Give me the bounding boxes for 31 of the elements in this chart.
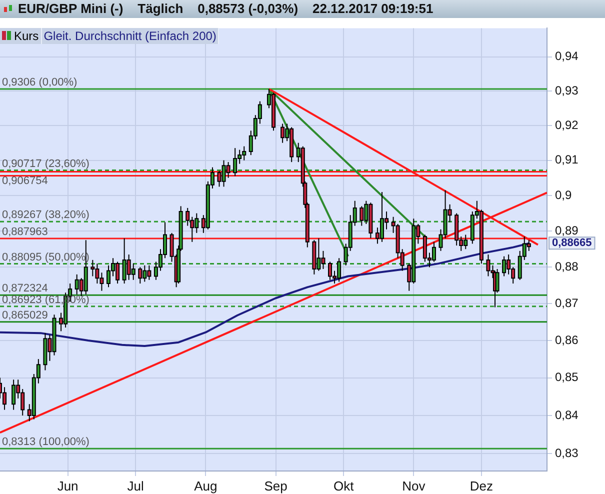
chart-title: EUR/GBP Mini (-) Täglich 0,88573 (-0,03%) 22.12.2017 09:19:51 [18, 1, 434, 16]
y-tick-label: 0,9 [555, 188, 572, 202]
ref-line-label: 0,865029 [2, 309, 48, 322]
x-tick-label: Sep [264, 478, 288, 494]
x-tick-label: Dez [470, 478, 494, 494]
y-tick-label: 0,83 [555, 446, 579, 460]
text: Gleit. Durchschnitt (Einfach 200) [42, 28, 220, 44]
ref-line-label: 0,9306 (0,00%) [2, 76, 78, 88]
y-tick-label: 0,88 [555, 259, 579, 274]
annotation: 0,88665 [552, 237, 592, 250]
y-tick-label: 0,93 [555, 83, 579, 98]
y-tick-label: 0,85 [555, 370, 579, 384]
ref-line-label: 0,90717 (23,60%) [2, 158, 90, 170]
x-tick-label: Okt [333, 478, 354, 494]
y-tick-label: 0,84 [555, 408, 579, 422]
y-tick-label: 0,89 [555, 223, 579, 238]
legend-label: Kurs [0, 28, 42, 44]
x-tick-label: Jun [57, 478, 78, 494]
ref-line-label: 0,872324 [2, 282, 48, 295]
x-tick-label: Aug [194, 478, 218, 494]
ref-line-label: 0,8313 (100,00%) [2, 436, 90, 448]
y-tick-label: 0,91 [555, 152, 579, 167]
y-tick-label: 0,92 [555, 118, 579, 132]
ref-line-label: 0,887963 [2, 226, 48, 238]
y-tick-label: 0,87 [555, 296, 579, 310]
y-tick-label: 0,86 [555, 332, 579, 347]
x-tick-label: Jul [127, 478, 144, 494]
ref-line-label: 0,89267 (38,20%) [2, 209, 90, 222]
ref-line-label: 0,906754 [2, 174, 48, 187]
x-tick-label: Nov [402, 478, 426, 494]
y-tick-label: 0,94 [555, 49, 579, 64]
